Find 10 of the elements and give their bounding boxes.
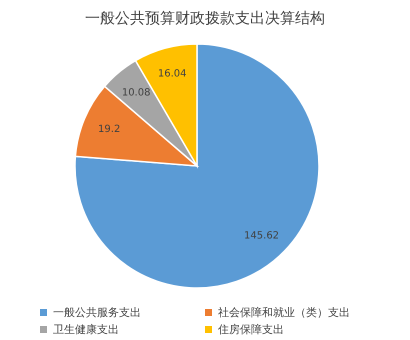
data-label: 19.2	[98, 124, 120, 135]
chart-title: 一般公共预算财政拨款支出决算结构	[84, 8, 326, 28]
data-label: 16.04	[158, 68, 186, 80]
legend-label: 社会保障和就业（类）支出	[218, 305, 350, 320]
legend-label: 住房保障支出	[218, 322, 284, 337]
data-label: 10.08	[122, 87, 150, 98]
legend-label: 卫生健康支出	[53, 322, 119, 337]
data-label: 145.62	[244, 230, 280, 242]
legend-label: 一般公共服务支出	[53, 305, 141, 320]
pie-slice	[74, 43, 320, 289]
